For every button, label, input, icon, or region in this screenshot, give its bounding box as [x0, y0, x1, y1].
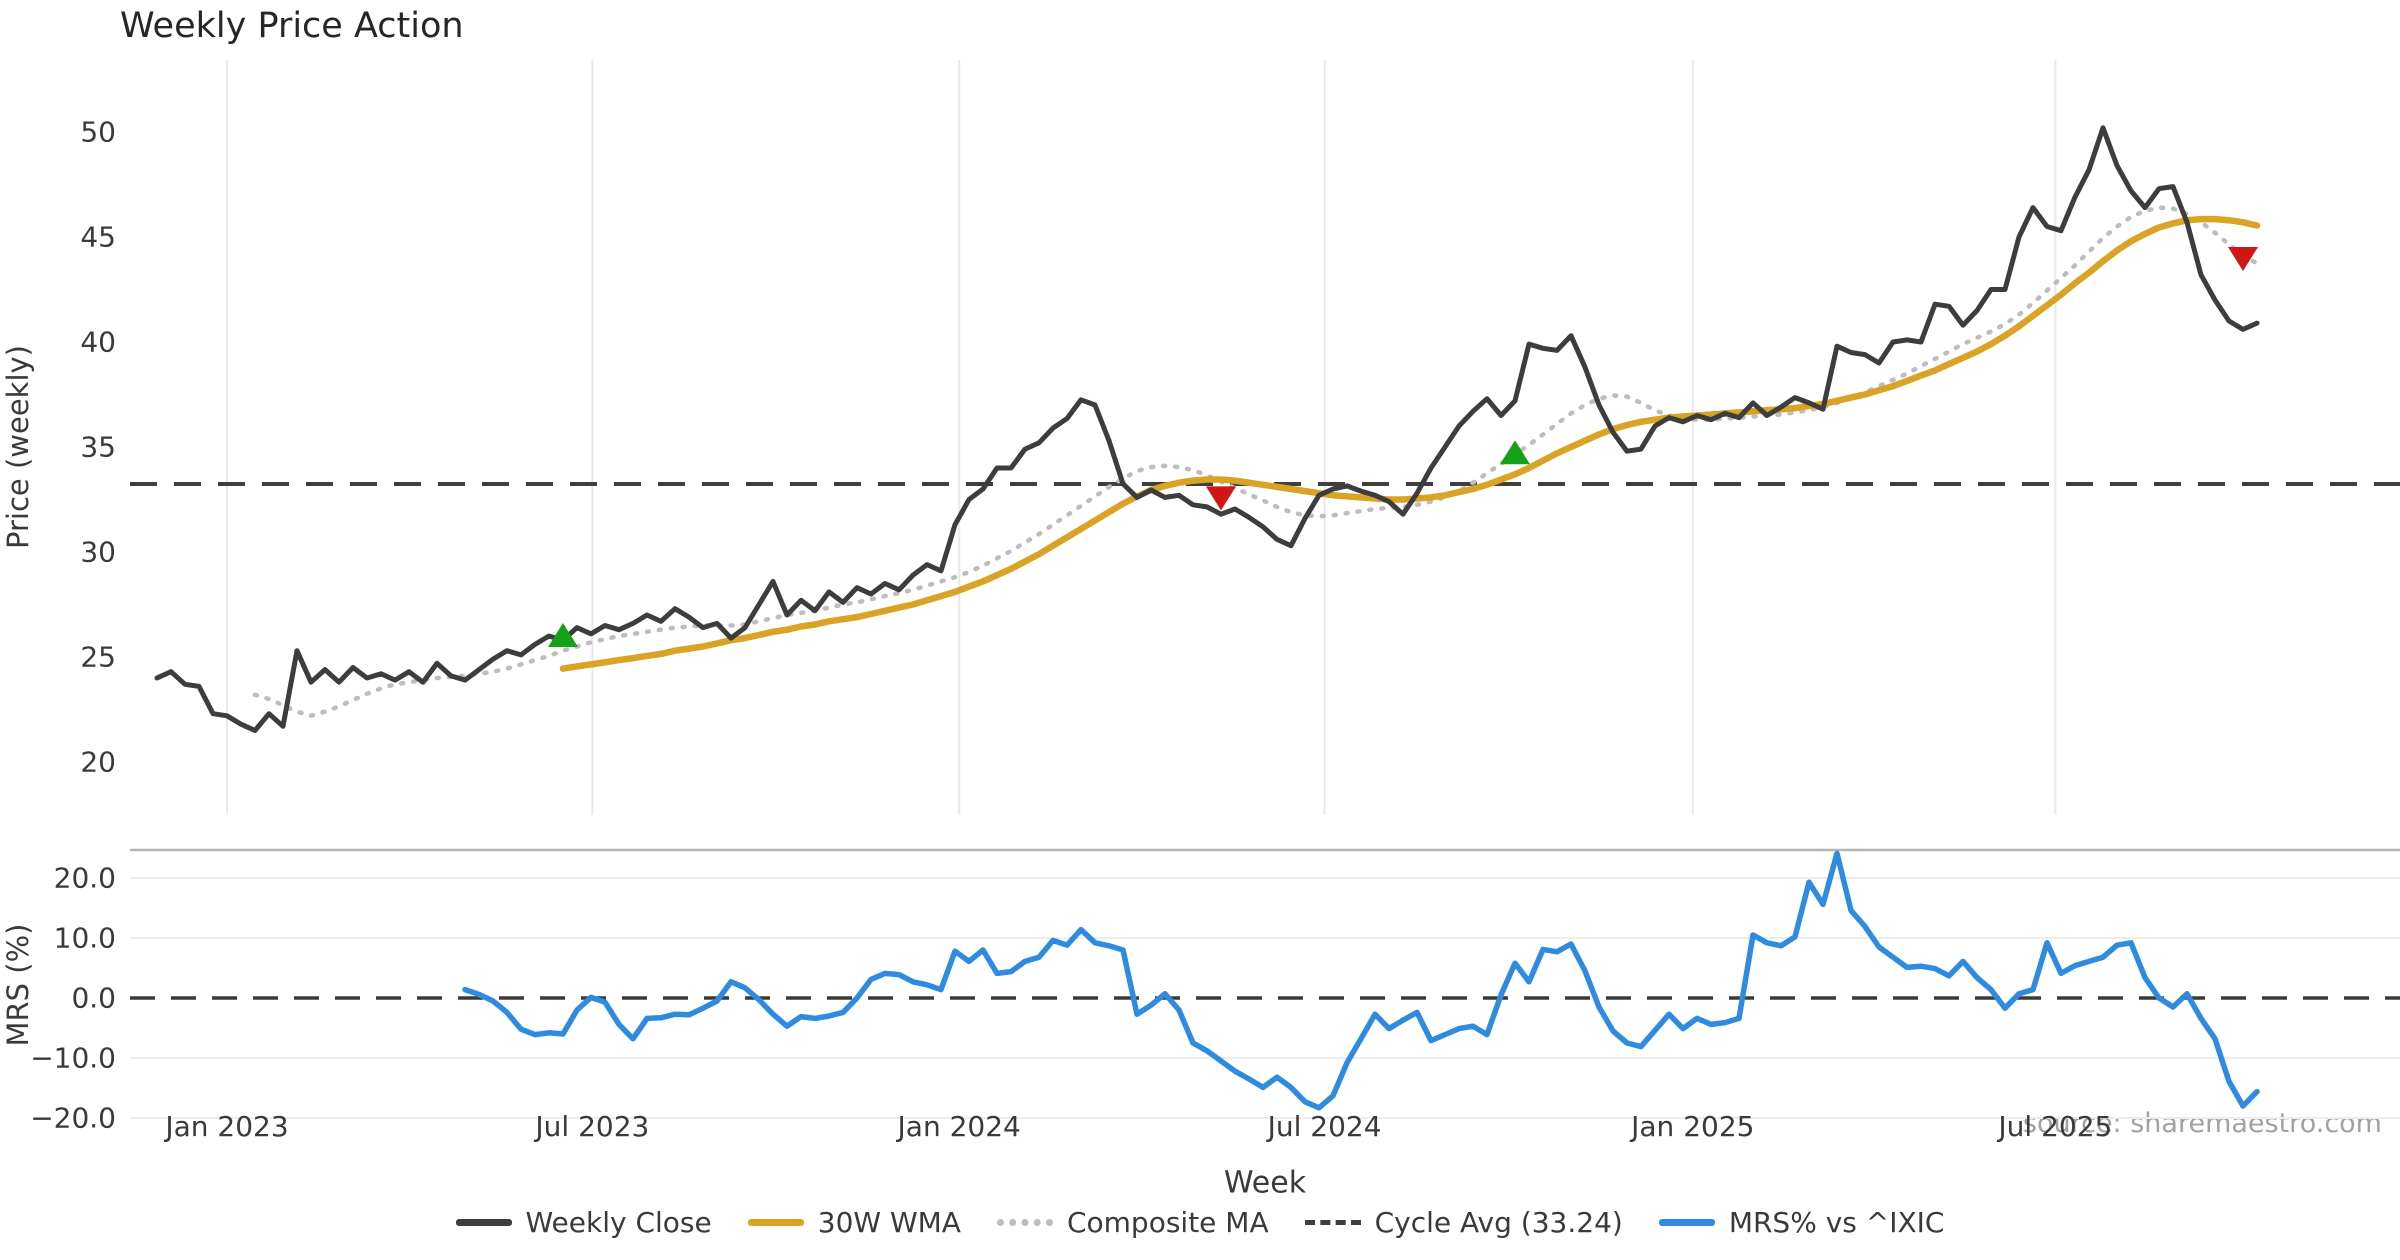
legend-swatch — [747, 1219, 804, 1226]
mrs-y-tick-label: 20.0 — [54, 862, 116, 895]
price-y-tick-label: 45 — [80, 221, 116, 254]
source-note: source: sharemaestro.com — [2022, 1108, 2382, 1139]
sell-signal-marker — [2228, 247, 2258, 271]
legend-item-30w-wma: 30W WMA — [747, 1206, 961, 1239]
legend-swatch — [455, 1219, 512, 1226]
legend-item-cycle-avg-33-24-: Cycle Avg (33.24) — [1304, 1206, 1623, 1239]
mrs-y-tick-label: −10.0 — [30, 1042, 116, 1075]
legend-item-weekly-close: Weekly Close — [455, 1206, 712, 1239]
legend-swatch — [1658, 1219, 1715, 1226]
legend-label: Weekly Close — [525, 1206, 712, 1239]
legend-label: Cycle Avg (33.24) — [1374, 1206, 1623, 1239]
legend-label: Composite MA — [1066, 1206, 1269, 1239]
price-y-tick-label: 30 — [80, 536, 116, 569]
legend-item-mrs-vs-ixic: MRS% vs ^IXIC — [1658, 1206, 1945, 1239]
x-axis-label: Week — [1223, 1165, 1307, 1201]
mrs-y-tick-label: 10.0 — [54, 922, 116, 955]
price-y-tick-label: 50 — [80, 116, 116, 149]
x-tick-label: Jan 2024 — [896, 1110, 1021, 1143]
composite-ma-line — [252, 205, 2260, 719]
buy-signal-marker — [1500, 440, 1530, 465]
price-y-tick-label: 25 — [80, 641, 116, 674]
x-tick-label: Jul 2023 — [533, 1110, 649, 1143]
legend-label: 30W WMA — [817, 1206, 961, 1239]
page-title: Weekly Price Action — [120, 6, 464, 46]
price-y-tick-label: 20 — [80, 746, 116, 779]
buy-signal-marker — [548, 623, 578, 647]
legend-item-composite-ma: Composite MA — [996, 1206, 1269, 1239]
x-tick-label: Jul 2024 — [1266, 1110, 1382, 1143]
price-y-tick-label: 40 — [80, 326, 116, 359]
mrs-y-tick-label: −20.0 — [30, 1102, 116, 1135]
mrs-y-tick-label: 0.0 — [71, 982, 116, 1015]
x-tick-label: Jan 2023 — [163, 1110, 288, 1143]
price-y-tick-label: 35 — [80, 431, 116, 464]
wma-line — [559, 215, 2261, 672]
legend-swatch — [1304, 1220, 1361, 1225]
x-tick-label: Jan 2025 — [1629, 1110, 1754, 1143]
legend-swatch — [996, 1219, 1053, 1226]
sell-signal-marker — [1206, 486, 1236, 511]
legend: Weekly Close 30W WMA Composite MA Cycle Avg… — [0, 1206, 2400, 1239]
x-tick-label: Jul 2025 — [1996, 1110, 2112, 1143]
weekly-close-line — [154, 125, 2260, 733]
mrs-line — [462, 850, 2260, 1111]
legend-label: MRS% vs ^IXIC — [1728, 1206, 1945, 1239]
